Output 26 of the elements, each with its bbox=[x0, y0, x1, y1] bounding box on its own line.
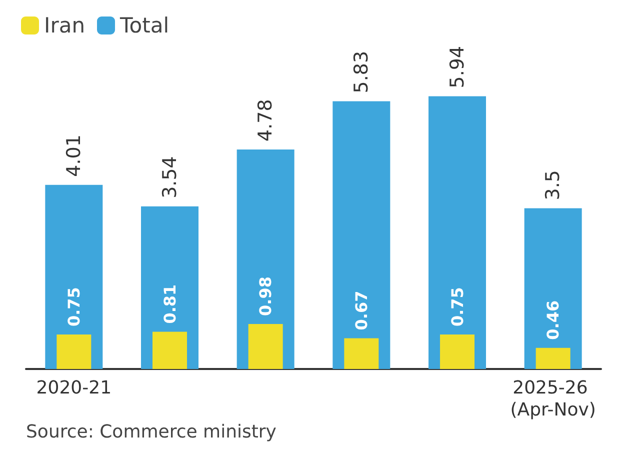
bar bbox=[344, 338, 379, 369]
bar bbox=[56, 334, 92, 369]
data-label: 3.54 bbox=[158, 156, 181, 198]
bar bbox=[428, 96, 486, 369]
bar bbox=[440, 334, 474, 369]
bar bbox=[536, 348, 570, 369]
data-label: 0.67 bbox=[352, 290, 371, 330]
data-label: 5.94 bbox=[446, 46, 468, 88]
data-label: 0.81 bbox=[160, 284, 180, 324]
data-label: 5.83 bbox=[350, 50, 372, 94]
bar bbox=[248, 324, 283, 369]
bar bbox=[524, 208, 582, 369]
source-note: Source: Commerce ministry bbox=[26, 422, 277, 442]
x-tick-label: 2025-26 (Apr-Nov) bbox=[510, 378, 596, 420]
data-label: 4.01 bbox=[62, 134, 85, 177]
legend-label: Total bbox=[119, 14, 170, 38]
data-label: 3.5 bbox=[542, 170, 564, 200]
data-label: 0.46 bbox=[544, 300, 563, 340]
bar bbox=[152, 332, 187, 369]
x-tick-label: 2020-21 bbox=[36, 378, 112, 398]
data-label: 0.75 bbox=[64, 287, 84, 327]
legend-label: Iran bbox=[44, 14, 86, 38]
data-label: 0.98 bbox=[256, 276, 276, 316]
bar bbox=[332, 101, 390, 369]
data-label: 0.75 bbox=[448, 287, 467, 327]
data-label: 4.78 bbox=[254, 99, 277, 142]
